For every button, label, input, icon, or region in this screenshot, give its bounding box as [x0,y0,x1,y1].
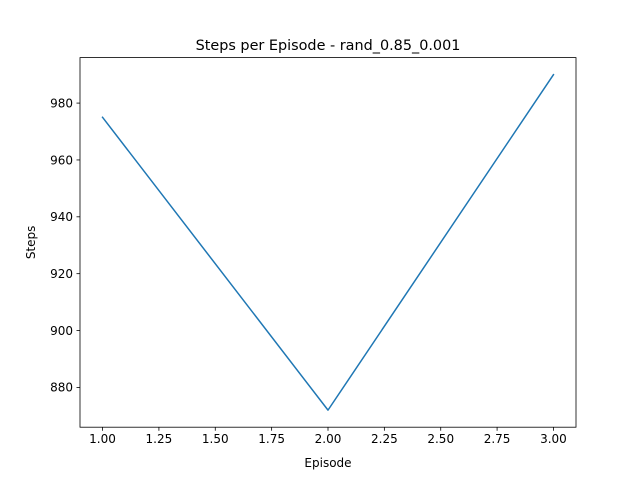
x-tick-label: 2.50 [427,432,454,446]
y-tick-label: 960 [50,153,73,167]
x-tick-label: 2.00 [315,432,342,446]
x-axis-ticks: 1.00 1.25 1.50 1.75 2.00 2.25 2.50 2.75 3.00 [89,427,567,446]
x-tick-label: 2.75 [484,432,511,446]
chart-title: Steps per Episode - rand_0.85_0.001 [196,38,461,54]
x-tick-label: 1.00 [89,432,116,446]
series-line-1 [101,73,555,411]
y-tick-label: 940 [50,210,73,224]
x-tick-label: 1.75 [258,432,285,446]
x-tick-label: 1.50 [202,432,229,446]
series-layer [101,73,555,411]
y-axis-ticks: 880 900 920 940 960 980 [50,96,80,395]
x-tick-label: 1.25 [146,432,173,446]
y-tick-label: 900 [50,324,73,338]
y-tick-label: 880 [50,381,73,395]
x-tick-label: 2.25 [371,432,398,446]
x-axis-label: Episode [304,456,351,470]
y-tick-label: 920 [50,267,73,281]
plot-area-frame [79,57,577,428]
y-tick-label: 980 [50,96,73,110]
x-tick-label: 3.00 [540,432,567,446]
y-axis-label: Steps [24,226,38,260]
